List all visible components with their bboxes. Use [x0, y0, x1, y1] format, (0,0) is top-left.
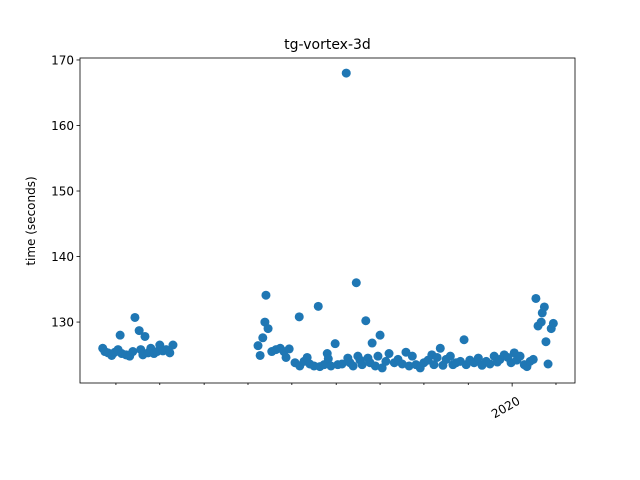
point: [381, 356, 391, 366]
point: [134, 326, 144, 336]
point: [407, 351, 417, 361]
point: [357, 360, 367, 370]
point: [330, 339, 340, 349]
point: [326, 361, 336, 371]
point: [536, 317, 546, 327]
chart-title: tg-vortex-3d: [284, 37, 371, 53]
point: [473, 353, 483, 363]
point: [515, 351, 525, 361]
point: [337, 359, 347, 369]
point: [404, 361, 414, 371]
point: [255, 350, 265, 360]
point: [115, 330, 125, 340]
point: [485, 359, 495, 369]
point: [373, 351, 383, 361]
point: [341, 68, 351, 78]
point: [539, 302, 549, 312]
point: [432, 352, 442, 362]
point: [531, 293, 541, 303]
point: [130, 312, 140, 322]
point: [370, 361, 380, 371]
point: [348, 361, 358, 371]
point: [548, 318, 558, 328]
y-tick-label: 170: [51, 53, 74, 67]
point: [313, 301, 323, 311]
point: [281, 352, 291, 362]
y-tick-label: 130: [51, 316, 74, 330]
point: [261, 290, 271, 300]
point: [528, 354, 538, 364]
x-tick-label: 2020: [489, 394, 522, 421]
axes-frame: [79, 57, 576, 384]
point: [128, 347, 138, 357]
point: [284, 344, 294, 354]
point: [397, 359, 407, 369]
point: [168, 340, 178, 350]
point: [165, 348, 175, 358]
y-axis-label: time (seconds): [24, 176, 38, 265]
point: [384, 349, 394, 359]
point: [258, 333, 268, 343]
point: [323, 354, 333, 364]
point: [263, 324, 273, 334]
point: [541, 337, 551, 347]
point: [459, 335, 469, 345]
point: [543, 359, 553, 369]
y-tick-label: 140: [51, 250, 74, 264]
point: [351, 278, 361, 288]
y-tick-label: 150: [51, 185, 74, 199]
point: [377, 363, 387, 373]
point: [253, 341, 263, 351]
point: [140, 331, 150, 341]
plot-area: [98, 68, 558, 373]
point: [361, 316, 371, 326]
point: [445, 351, 455, 361]
point: [435, 343, 445, 353]
point: [367, 338, 377, 348]
point: [294, 312, 304, 322]
y-tick-label: 160: [51, 119, 74, 133]
point: [429, 360, 439, 370]
point: [375, 330, 385, 340]
